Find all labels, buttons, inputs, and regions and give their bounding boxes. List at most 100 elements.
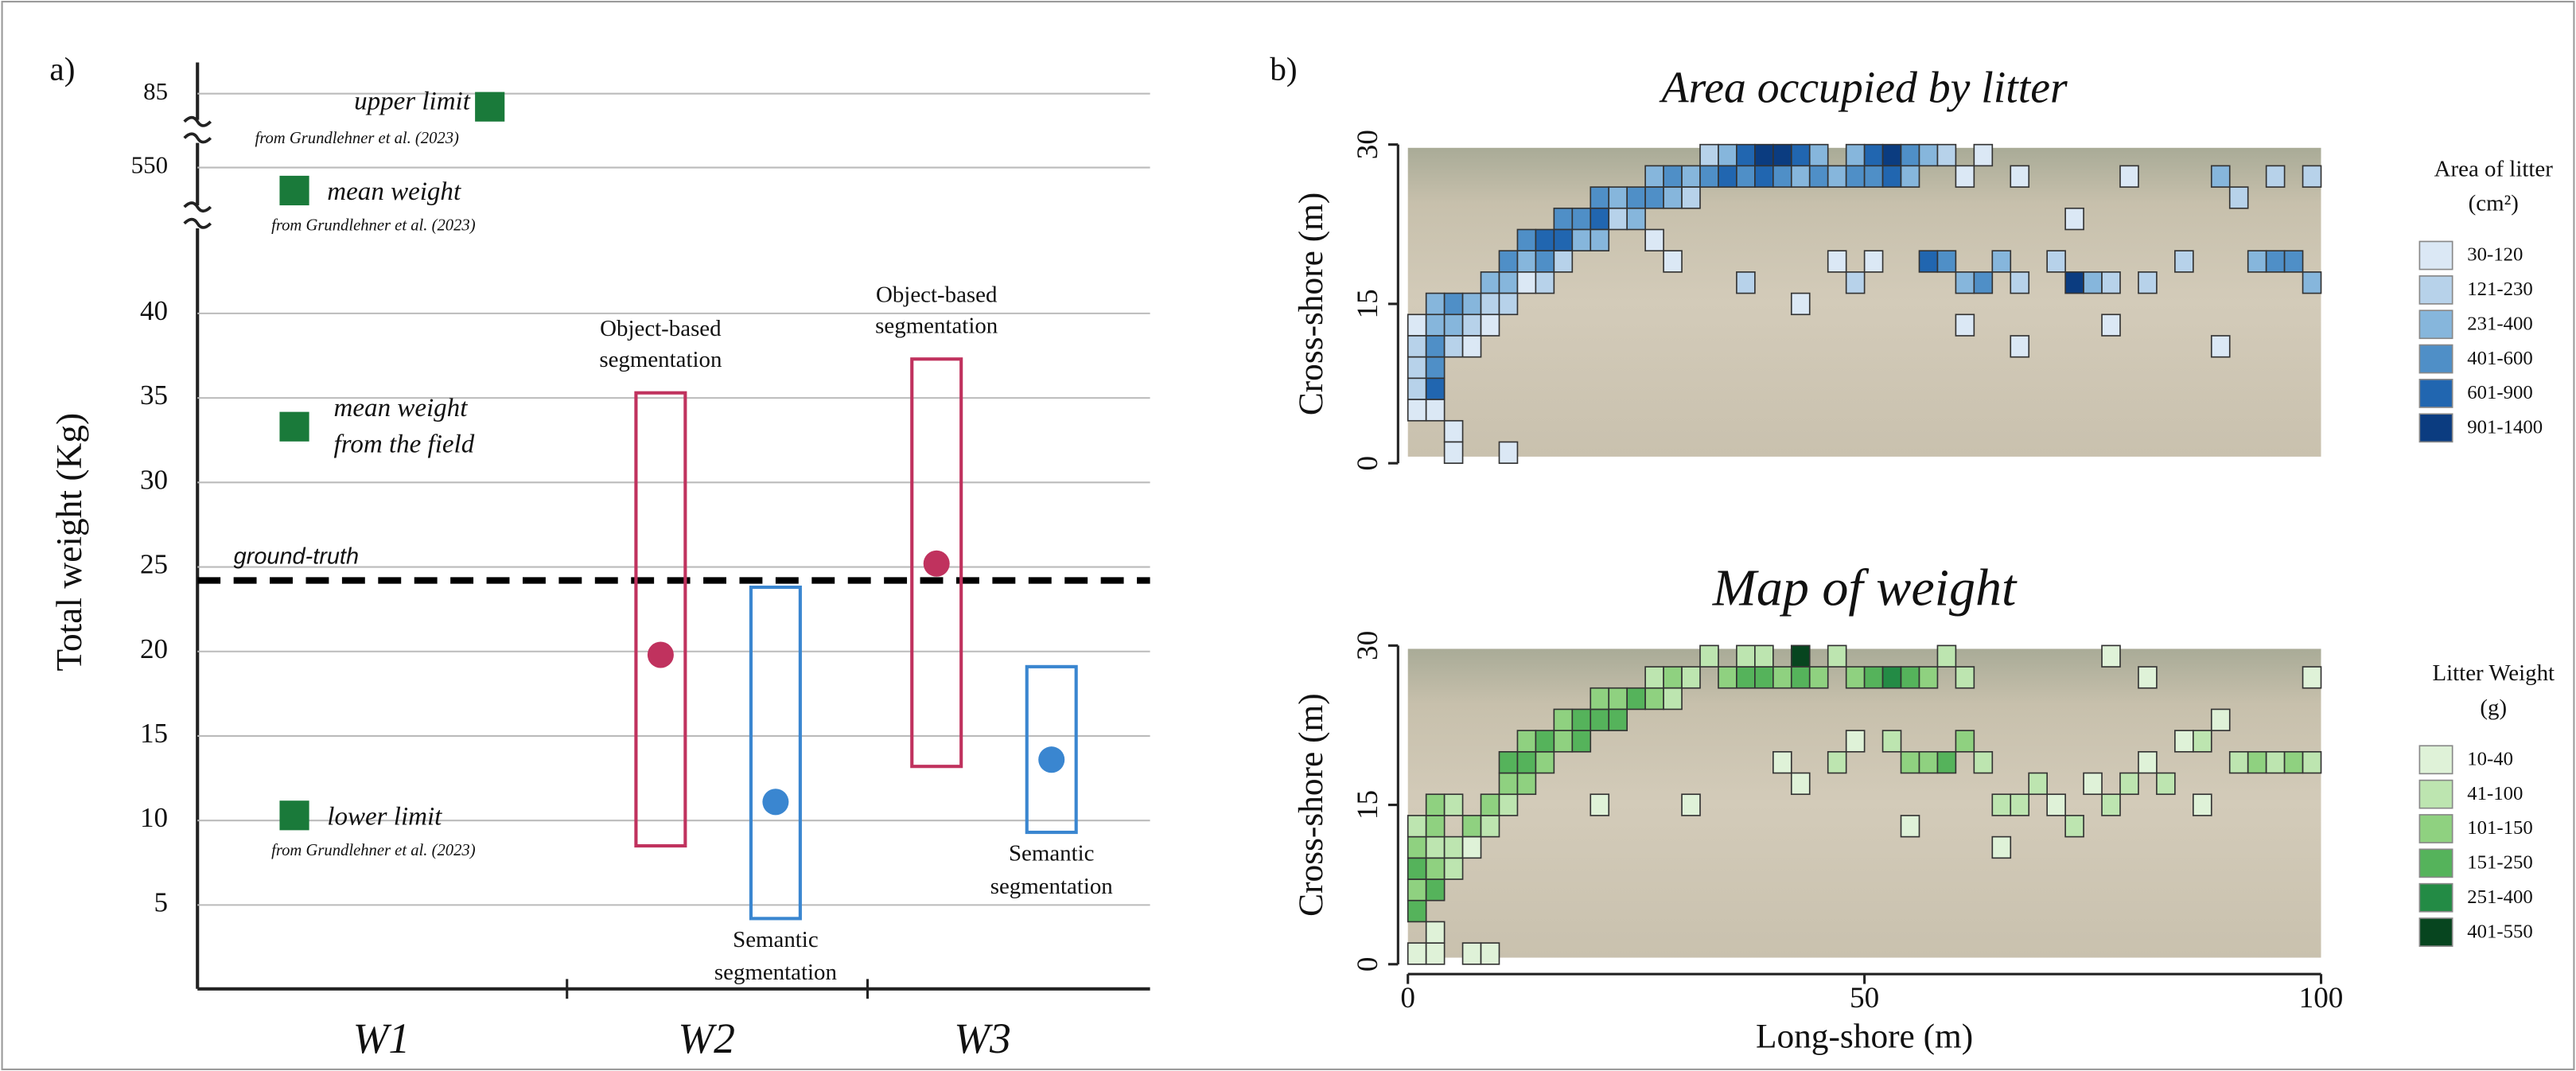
cell bbox=[1590, 207, 1610, 231]
cell bbox=[2064, 815, 2084, 838]
cell bbox=[1480, 815, 1500, 838]
cell bbox=[1425, 921, 1446, 944]
y-tick-label: 40 bbox=[140, 295, 168, 326]
cell bbox=[1663, 165, 1683, 188]
cell bbox=[2046, 250, 2066, 273]
range-label: segmentation bbox=[875, 314, 998, 339]
cell bbox=[1681, 793, 1701, 816]
range-box bbox=[634, 391, 687, 848]
cell bbox=[2228, 186, 2249, 209]
range-label: Object-based bbox=[876, 282, 998, 307]
cell bbox=[1808, 143, 1829, 167]
cell bbox=[1718, 143, 1737, 167]
cell bbox=[1955, 666, 1975, 689]
cell bbox=[1498, 271, 1519, 294]
cell bbox=[1425, 793, 1446, 816]
cell bbox=[1498, 250, 1519, 273]
cell bbox=[1936, 750, 1957, 774]
cell bbox=[1681, 165, 1701, 188]
cell bbox=[1790, 645, 1811, 668]
cell bbox=[1973, 271, 1994, 294]
category-label: W2 bbox=[678, 1015, 735, 1062]
cell bbox=[1736, 271, 1756, 294]
cell bbox=[1480, 292, 1500, 316]
legend-label: 231-400 bbox=[2467, 313, 2533, 334]
cell bbox=[1936, 250, 1957, 273]
cell bbox=[1425, 377, 1446, 400]
cell bbox=[2083, 772, 2103, 796]
cell bbox=[1535, 271, 1555, 294]
cell bbox=[2010, 165, 2030, 188]
legend-label: 901-1400 bbox=[2467, 417, 2543, 438]
cell bbox=[1644, 666, 1664, 689]
cell bbox=[1571, 708, 1592, 731]
cell bbox=[1461, 335, 1482, 358]
cell bbox=[1827, 250, 1847, 273]
cell bbox=[1461, 835, 1482, 859]
cell bbox=[1699, 143, 1719, 167]
cell bbox=[1571, 207, 1592, 231]
cell bbox=[1881, 730, 1902, 753]
cell bbox=[2174, 250, 2194, 273]
cell bbox=[2283, 250, 2304, 273]
cell bbox=[1790, 292, 1811, 316]
y-axis-label: Total weight (Kg) bbox=[49, 413, 89, 672]
cell bbox=[1425, 878, 1446, 902]
aerial-image bbox=[1407, 648, 2321, 958]
cell bbox=[1772, 143, 1792, 167]
category-label: W1 bbox=[353, 1015, 411, 1062]
category-label: W3 bbox=[954, 1015, 1011, 1062]
cell bbox=[1881, 143, 1902, 167]
cell bbox=[1553, 730, 1574, 753]
cell bbox=[1663, 687, 1683, 711]
cell bbox=[1516, 730, 1537, 753]
cell bbox=[2138, 666, 2158, 689]
legend-title: Litter Weight bbox=[2432, 660, 2555, 686]
legend-label: 401-550 bbox=[2467, 921, 2533, 942]
range-box bbox=[910, 357, 963, 769]
cell bbox=[1900, 143, 1920, 167]
cell bbox=[1498, 750, 1519, 774]
cell bbox=[2138, 271, 2158, 294]
cell bbox=[1425, 815, 1446, 838]
estimate-point bbox=[762, 789, 789, 816]
cell bbox=[1498, 772, 1519, 796]
cell bbox=[1425, 314, 1446, 337]
range-label: segmentation bbox=[714, 960, 838, 985]
cell bbox=[1900, 815, 1920, 838]
cell bbox=[1718, 165, 1737, 188]
cell bbox=[1736, 143, 1756, 167]
cell bbox=[1808, 165, 1829, 188]
cell bbox=[1461, 314, 1482, 337]
cell bbox=[1644, 165, 1664, 188]
marker-label: from the field bbox=[334, 430, 475, 459]
cell bbox=[1863, 165, 1884, 188]
cell bbox=[1845, 730, 1866, 753]
marker bbox=[475, 92, 505, 122]
y-tick-label: 30 bbox=[1352, 130, 1384, 159]
cell bbox=[2083, 271, 2103, 294]
cell bbox=[1754, 645, 1774, 668]
cell bbox=[1936, 645, 1957, 668]
cell bbox=[1425, 942, 1446, 965]
legend-label: 10-40 bbox=[2467, 749, 2513, 770]
cell bbox=[1754, 165, 1774, 188]
cell bbox=[2010, 793, 2030, 816]
panel-label: b) bbox=[1270, 50, 1297, 88]
cell bbox=[2010, 335, 2030, 358]
cell bbox=[2064, 271, 2084, 294]
range-label: Semantic bbox=[1009, 841, 1095, 867]
cell bbox=[2119, 165, 2139, 188]
cell bbox=[1461, 942, 1482, 965]
range-label: segmentation bbox=[990, 874, 1114, 899]
cell bbox=[1955, 730, 1975, 753]
axis-break bbox=[183, 201, 212, 229]
cell bbox=[1827, 645, 1847, 668]
cell bbox=[2192, 730, 2212, 753]
legend-swatch bbox=[2418, 917, 2453, 947]
cell bbox=[1918, 143, 1939, 167]
cell bbox=[1790, 165, 1811, 188]
cell bbox=[1663, 186, 1683, 209]
marker-label: upper limit bbox=[354, 88, 471, 116]
